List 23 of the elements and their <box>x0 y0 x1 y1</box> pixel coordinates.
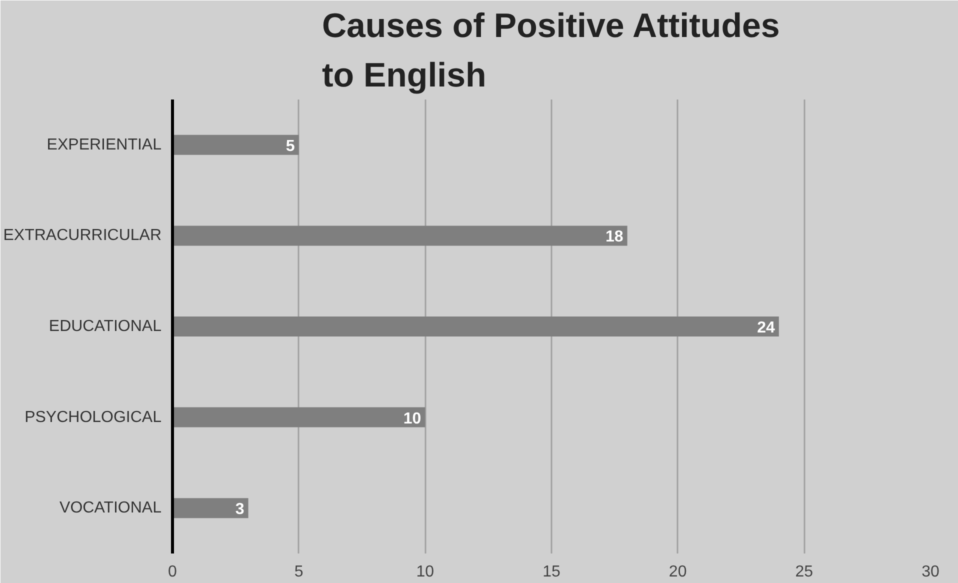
x-tick-label: 25 <box>795 564 814 580</box>
bar <box>172 316 779 336</box>
x-tick-label: 5 <box>294 564 304 580</box>
chart-title: Causes of Positive Attitudes to English <box>322 7 780 94</box>
x-tick-label: 15 <box>542 564 560 580</box>
y-tick-label: EXTRACURRICULAR <box>3 227 162 244</box>
y-tick-label: EDUCATIONAL <box>48 318 162 335</box>
x-tick-label: 30 <box>922 564 940 580</box>
data-label: 10 <box>403 410 422 428</box>
y-tick-label: PSYCHOLOGICAL <box>24 408 162 426</box>
data-label: 18 <box>606 228 624 246</box>
bar <box>172 134 299 155</box>
data-label: 3 <box>235 501 244 518</box>
bar <box>172 226 628 246</box>
data-label: 5 <box>286 138 295 155</box>
x-tick-label: 0 <box>168 564 178 580</box>
x-tick-label: 10 <box>416 564 434 580</box>
bar <box>172 407 426 428</box>
bar <box>172 498 248 518</box>
x-tick-label: 20 <box>668 564 687 580</box>
y-tick-label: VOCATIONAL <box>60 500 162 517</box>
data-label: 24 <box>757 320 775 336</box>
y-tick-label: EXPERIENTIAL <box>46 136 162 154</box>
